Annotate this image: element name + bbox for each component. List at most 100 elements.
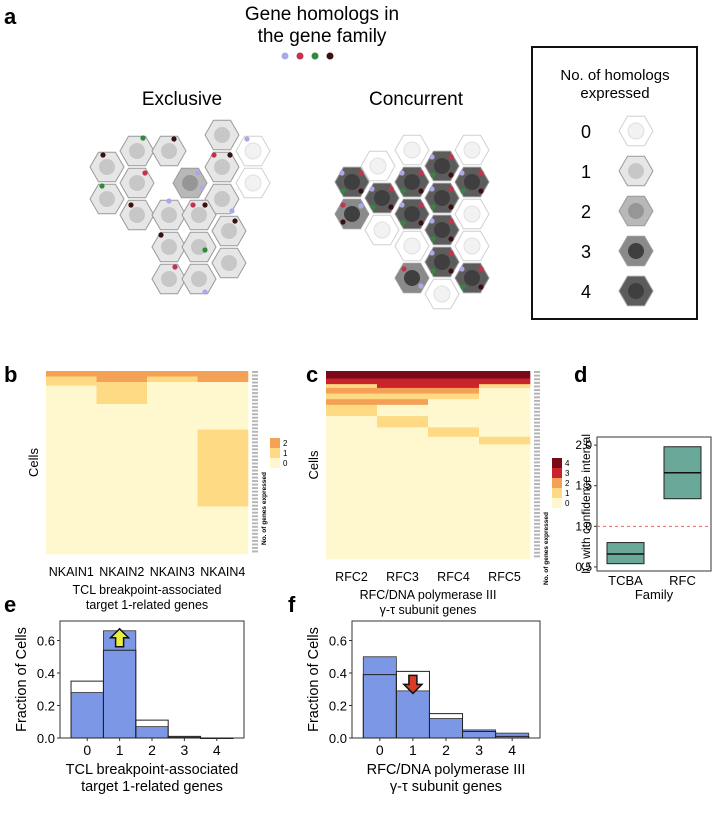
heatmap-b-xlabel-line1: TCL breakpoint-associated bbox=[73, 583, 222, 597]
histogram-e-ytick-label-1: 0.2 bbox=[37, 699, 55, 714]
heatmap-c-cell-r1-c2 bbox=[428, 378, 480, 385]
panel-label-b: b bbox=[4, 362, 17, 387]
exclusive-homolog-mark-14-0 bbox=[158, 232, 164, 238]
heatmap-c-col-label-2: RFC4 bbox=[437, 570, 470, 584]
heatmap-c-annotation-stripe-3 bbox=[534, 381, 540, 384]
heatmap-c-cell-r5-c3 bbox=[479, 399, 531, 406]
heatmap-c-cell-r5-c0 bbox=[326, 399, 378, 406]
heatmap-b-ylabel: Cells bbox=[26, 448, 41, 477]
exclusive-nucleus-18 bbox=[161, 271, 177, 287]
exclusive-homolog-mark-4-0 bbox=[211, 152, 217, 158]
heatmap-b-cell-r5-c1 bbox=[96, 429, 148, 507]
histogram-f-down-arrow bbox=[402, 674, 424, 695]
exclusive-homolog-mark-11-0 bbox=[229, 208, 235, 214]
exclusive-homolog-mark-9-0 bbox=[99, 183, 105, 189]
heatmap-b-annotation-stripe-49 bbox=[252, 543, 258, 546]
exclusive-nucleus-5 bbox=[244, 174, 262, 192]
concurrent-homolog-mark-9-0 bbox=[340, 202, 346, 208]
histogram-f-ytick-label-0: 0.0 bbox=[329, 731, 347, 746]
heatmap-c-cell-r6-c2 bbox=[428, 404, 480, 417]
heatmap-b-legend-title: No. of genes expressed bbox=[261, 472, 268, 545]
heatmap-c-cell-r8-c0 bbox=[326, 427, 378, 438]
heatmap-b-annotation-stripe-18 bbox=[252, 434, 258, 437]
heatmap-b-annotation-stripe-20 bbox=[252, 441, 258, 444]
concurrent-homolog-mark-4-0 bbox=[339, 170, 345, 176]
heatmap-c-col-label-3: RFC5 bbox=[488, 570, 521, 584]
concurrent-homolog-mark-2-0 bbox=[429, 154, 435, 160]
heatmap-b-annotation-stripe-6 bbox=[252, 392, 258, 395]
heatmap-b-annotation-stripe-33 bbox=[252, 487, 258, 490]
heatmap-c-cell-r1-c0 bbox=[326, 378, 378, 385]
concurrent-nucleus-11 bbox=[463, 205, 481, 223]
legend-level-2-nucleus bbox=[628, 203, 644, 219]
heatmap-c-cell-r2-c3 bbox=[479, 384, 531, 389]
concurrent-homolog-mark-10-3 bbox=[418, 220, 424, 226]
heatmap-b-annotation-stripe-40 bbox=[252, 511, 258, 514]
heatmap-b-col-label-0: NKAIN1 bbox=[49, 565, 94, 579]
exclusive-homolog-mark-2-0 bbox=[140, 135, 146, 141]
homolog-dot-3 bbox=[326, 52, 334, 60]
heatmap-b-cell-r1-c3 bbox=[197, 376, 249, 383]
heatmap-b-annotation-stripe-16 bbox=[252, 427, 258, 430]
concurrent-cell-cluster bbox=[334, 134, 490, 310]
legend-level-4-nucleus bbox=[628, 283, 644, 299]
heatmap-b-cell-r5-c0 bbox=[46, 429, 97, 507]
heatmap-c-legend-tick-3: 3 bbox=[565, 469, 570, 478]
heatmap-c-cell-r2-c0 bbox=[326, 384, 378, 389]
heatmap-c-annotation-stripe-41 bbox=[534, 519, 540, 522]
heatmap-c-legend-swatch-1 bbox=[552, 488, 562, 498]
exclusive-nucleus-3 bbox=[161, 143, 177, 159]
heatmap-c-annotation-stripe-51 bbox=[534, 555, 540, 558]
heatmap-b-col-label-1: NKAIN2 bbox=[99, 565, 144, 579]
heatmap-b-cell-r4-c2 bbox=[147, 403, 198, 430]
concurrent-homolog-mark-13-0 bbox=[429, 218, 435, 224]
heatmap-b-cell-r3-c0 bbox=[46, 385, 97, 405]
concurrent-homolog-mark-18-0 bbox=[401, 266, 407, 272]
heatmap-c-legend-swatch-3 bbox=[552, 468, 562, 478]
heatmap-b-annotation-stripe-0 bbox=[252, 371, 258, 373]
heatmap-c: RFC2 RFC3 RFC4 RFC5 Cells RFC/DNA polymerase … bbox=[306, 371, 570, 617]
heatmap-b-annotation-stripe-3 bbox=[252, 381, 258, 384]
exclusive-homolog-mark-10-0 bbox=[128, 202, 134, 208]
exclusive-nucleus-10 bbox=[129, 207, 145, 223]
exclusive-homolog-mark-8-1 bbox=[199, 185, 205, 191]
heatmap-b-annotation-stripe-26 bbox=[252, 462, 258, 465]
heatmap-c-annotation-stripe-13 bbox=[534, 418, 540, 420]
exclusive-nucleus-14 bbox=[161, 239, 177, 255]
heatmap-c-annotation-stripe-12 bbox=[534, 414, 540, 417]
heatmap-c-annotation-stripe-46 bbox=[534, 537, 540, 540]
heatmap-b-annotation-stripe-7 bbox=[252, 395, 258, 398]
heatmap-c-col-label-0: RFC2 bbox=[335, 570, 368, 584]
heatmap-c-annotation-stripe-17 bbox=[534, 432, 540, 435]
exclusive-homolog-mark-4-1 bbox=[227, 152, 233, 158]
concurrent-homolog-mark-10-1 bbox=[418, 202, 424, 208]
concurrent-nucleus-8 bbox=[464, 174, 480, 190]
heatmap-c-legend-swatch-2 bbox=[552, 478, 562, 488]
concurrent-homolog-mark-6-1 bbox=[418, 170, 424, 176]
heatmap-c-cell-r10-c2 bbox=[428, 444, 480, 560]
heatmap-c-legend-tick-4: 4 bbox=[565, 459, 570, 468]
heatmap-b-annotation-stripe-4 bbox=[252, 385, 258, 388]
heatmap-b-annotation-stripe-47 bbox=[252, 536, 258, 539]
concurrent-nucleus-16 bbox=[463, 237, 481, 255]
heatmap-c-cell-r3-c0 bbox=[326, 387, 378, 394]
heatmap-c-annotation-stripe-50 bbox=[534, 551, 540, 554]
heatmap-c-xlabel-line2: γ-τ subunit genes bbox=[380, 603, 477, 617]
heatmap-c-cell-r10-c0 bbox=[326, 444, 378, 560]
heatmap-c-annotation-stripe-1 bbox=[534, 374, 540, 377]
heatmap-c-annotation-stripe-0 bbox=[534, 371, 540, 373]
heatmap-b-annotation-stripe-23 bbox=[252, 451, 258, 454]
heatmap-b-cell-r2-c1 bbox=[96, 381, 148, 386]
heatmap-b-annotation-stripe-19 bbox=[252, 437, 258, 440]
heatmap-c-annotation-stripe-49 bbox=[534, 548, 540, 551]
heatmap-c-annotation-stripe-15 bbox=[534, 425, 540, 428]
heatmap-b-annotation-stripe-5 bbox=[252, 388, 258, 391]
heatmap-c-annotation-stripe-34 bbox=[534, 493, 540, 496]
exclusive-homolog-mark-7-0 bbox=[142, 170, 148, 176]
concurrent-homolog-mark-8-1 bbox=[478, 170, 484, 176]
ic-ytick-label-3: 2.0 bbox=[575, 438, 592, 452]
heatmap-b-annotation-stripe-14 bbox=[252, 420, 258, 423]
histogram-e-xtick-label-1: 1 bbox=[116, 742, 124, 758]
legend-level-4-label: 4 bbox=[581, 282, 591, 302]
heatmap-c-legend-tick-2: 2 bbox=[565, 479, 570, 488]
